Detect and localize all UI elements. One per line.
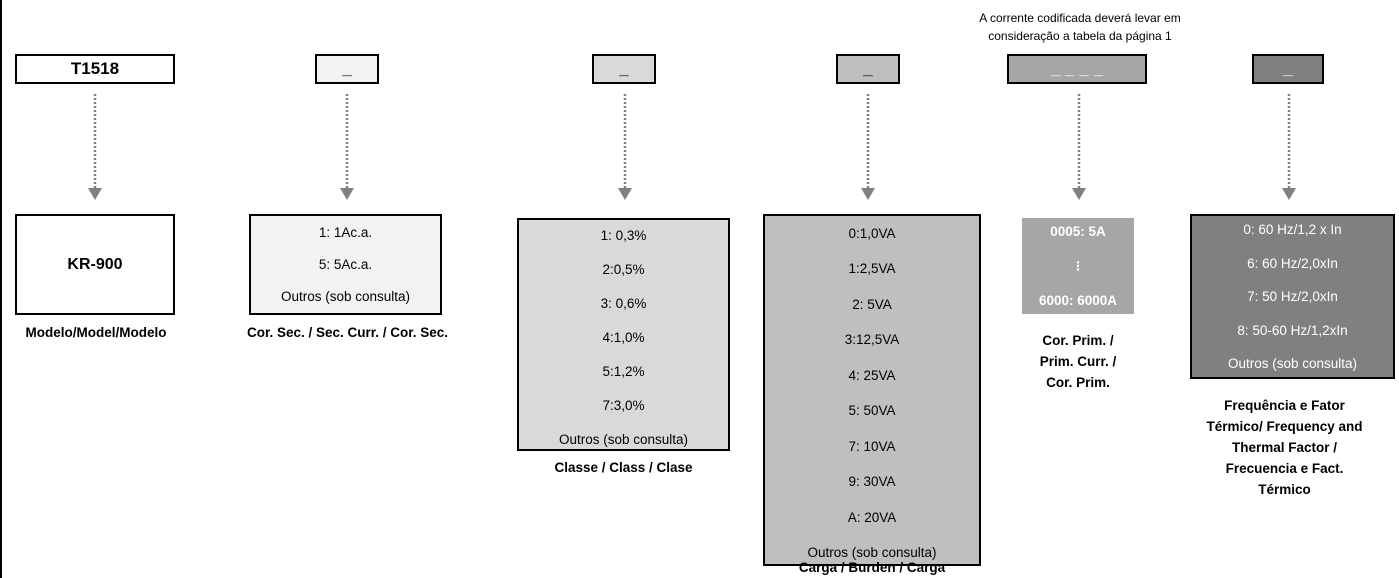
option-frequency-0: 0: 60 Hz/1,2 x In bbox=[1243, 222, 1342, 237]
code-frequency-text: _ bbox=[1283, 59, 1293, 78]
caption-prim-current-line2: Prim. Curr. / bbox=[1039, 354, 1117, 369]
code-box-frequency: _ bbox=[1252, 54, 1324, 84]
caption-model: Modelo/Model/Modelo bbox=[0, 322, 192, 343]
option-burden-0: 0:1,0VA bbox=[848, 226, 896, 241]
code-burden-text: _ bbox=[863, 59, 873, 78]
caption-prim-current: Cor. Prim. / Prim. Curr. / Cor. Prim. bbox=[1005, 330, 1151, 393]
code-box-model: T1518 bbox=[15, 54, 175, 84]
caption-frequency-line2: Térmico/ Frequency and bbox=[1206, 419, 1363, 434]
options-box-prim-current: 0005: 5A ⋮ 6000: 6000A bbox=[1022, 218, 1134, 314]
left-border-line bbox=[0, 0, 2, 578]
option-burden-1: 1:2,5VA bbox=[848, 261, 896, 277]
caption-burden: Carga / Burden / Carga bbox=[763, 557, 981, 578]
option-class-4: 4:1,0% bbox=[602, 330, 645, 345]
options-box-frequency: 0: 60 Hz/1,2 x In 6: 60 Hz/2,0xIn 7: 50 … bbox=[1190, 214, 1395, 379]
option-frequency-other: Outros (sob consulta) bbox=[1227, 356, 1358, 371]
option-frequency-8: 8: 50-60 Hz/1,2xIn bbox=[1237, 322, 1348, 338]
option-prim-current-first: 0005: 5A bbox=[1050, 224, 1106, 239]
option-burden-9: 9: 30VA bbox=[848, 474, 896, 490]
option-burden-7: 7: 10VA bbox=[848, 438, 896, 454]
option-frequency-6: 6: 60 Hz/2,0xIn bbox=[1247, 255, 1338, 271]
caption-sec-current-line1: Cor. Sec. / Sec. Curr. / Cor. Sec. bbox=[246, 325, 449, 340]
option-class-7: 7:3,0% bbox=[602, 398, 645, 413]
options-box-class: 1: 0,3% 2:0,5% 3: 0,6% 4:1,0% 5:1,2% 7:3… bbox=[517, 218, 730, 451]
option-class-5: 5:1,2% bbox=[602, 364, 645, 379]
code-class-text: _ bbox=[619, 59, 629, 78]
caption-burden-line1: Carga / Burden / Carga bbox=[798, 560, 946, 575]
caption-prim-current-line3: Cor. Prim. bbox=[1046, 375, 1110, 390]
code-sec-current-text: _ bbox=[342, 59, 352, 78]
option-frequency-7: 7: 50 Hz/2,0xIn bbox=[1247, 289, 1338, 304]
caption-frequency-line5: Térmico bbox=[1258, 482, 1311, 497]
option-burden-4: 4: 25VA bbox=[848, 367, 896, 383]
option-class-3: 3: 0,6% bbox=[600, 296, 647, 311]
code-prim-current-text: _ _ _ _ bbox=[1051, 59, 1103, 78]
caption-frequency-line1: Frequência e Fator bbox=[1224, 398, 1345, 413]
coding-note-line2: consideração a tabela da página 1 bbox=[988, 29, 1172, 43]
options-box-sec-current: 1: 1Ac.a. 5: 5Ac.a. Outros (sob consulta… bbox=[249, 214, 442, 315]
caption-sec-current: Cor. Sec. / Sec. Curr. / Cor. Sec. bbox=[215, 322, 480, 343]
arrow-frequency bbox=[1281, 94, 1297, 202]
code-box-prim-current: _ _ _ _ bbox=[1007, 54, 1147, 84]
caption-class: Classe / Class / Clase bbox=[517, 457, 730, 478]
arrow-sec-current bbox=[339, 94, 355, 202]
caption-frequency-line3: Thermal Factor / bbox=[1231, 440, 1338, 455]
option-burden-a: A: 20VA bbox=[847, 509, 897, 525]
code-box-burden: _ bbox=[836, 54, 900, 84]
arrow-burden bbox=[860, 94, 876, 202]
option-sec-current-other: Outros (sob consulta) bbox=[280, 289, 411, 305]
option-burden-5: 5: 50VA bbox=[848, 403, 896, 419]
option-sec-current-5: 5: 5Ac.a. bbox=[318, 256, 373, 272]
options-box-model: KR-900 bbox=[15, 214, 175, 315]
option-class-1: 1: 0,3% bbox=[600, 228, 647, 243]
arrow-class bbox=[617, 94, 633, 202]
arrow-model bbox=[87, 94, 103, 202]
caption-frequency-line4: Frecuencia e Fact. bbox=[1225, 461, 1344, 476]
option-sec-current-1: 1: 1Ac.a. bbox=[318, 224, 373, 240]
option-burden-other: Outros (sob consulta) bbox=[807, 544, 937, 560]
option-class-other: Outros (sob consulta) bbox=[558, 432, 689, 447]
options-box-burden: 0:1,0VA 1:2,5VA 2: 5VA 3:12,5VA 4: 25VA … bbox=[763, 214, 981, 566]
coding-note-line1: A corrente codificada deverá levar em bbox=[979, 11, 1181, 25]
option-burden-3: 3:12,5VA bbox=[844, 332, 900, 348]
coding-note: A corrente codificada deverá levar em co… bbox=[930, 9, 1230, 45]
code-box-sec-current: _ bbox=[315, 54, 379, 84]
option-class-2: 2:0,5% bbox=[602, 262, 645, 277]
caption-frequency: Frequência e Fator Térmico/ Frequency an… bbox=[1170, 395, 1399, 500]
caption-model-line1: Modelo/Model/Modelo bbox=[25, 325, 167, 340]
code-box-class: _ bbox=[592, 54, 656, 84]
caption-class-line1: Classe / Class / Clase bbox=[554, 460, 693, 475]
arrow-prim-current bbox=[1071, 94, 1087, 202]
option-burden-2: 2: 5VA bbox=[852, 296, 892, 312]
option-prim-current-last: 6000: 6000A bbox=[1038, 293, 1118, 308]
caption-prim-current-line1: Cor. Prim. / bbox=[1042, 333, 1114, 348]
option-model: KR-900 bbox=[67, 255, 123, 273]
code-model-text: T1518 bbox=[70, 59, 120, 78]
ellipsis-icon: ⋮ bbox=[1072, 259, 1084, 273]
